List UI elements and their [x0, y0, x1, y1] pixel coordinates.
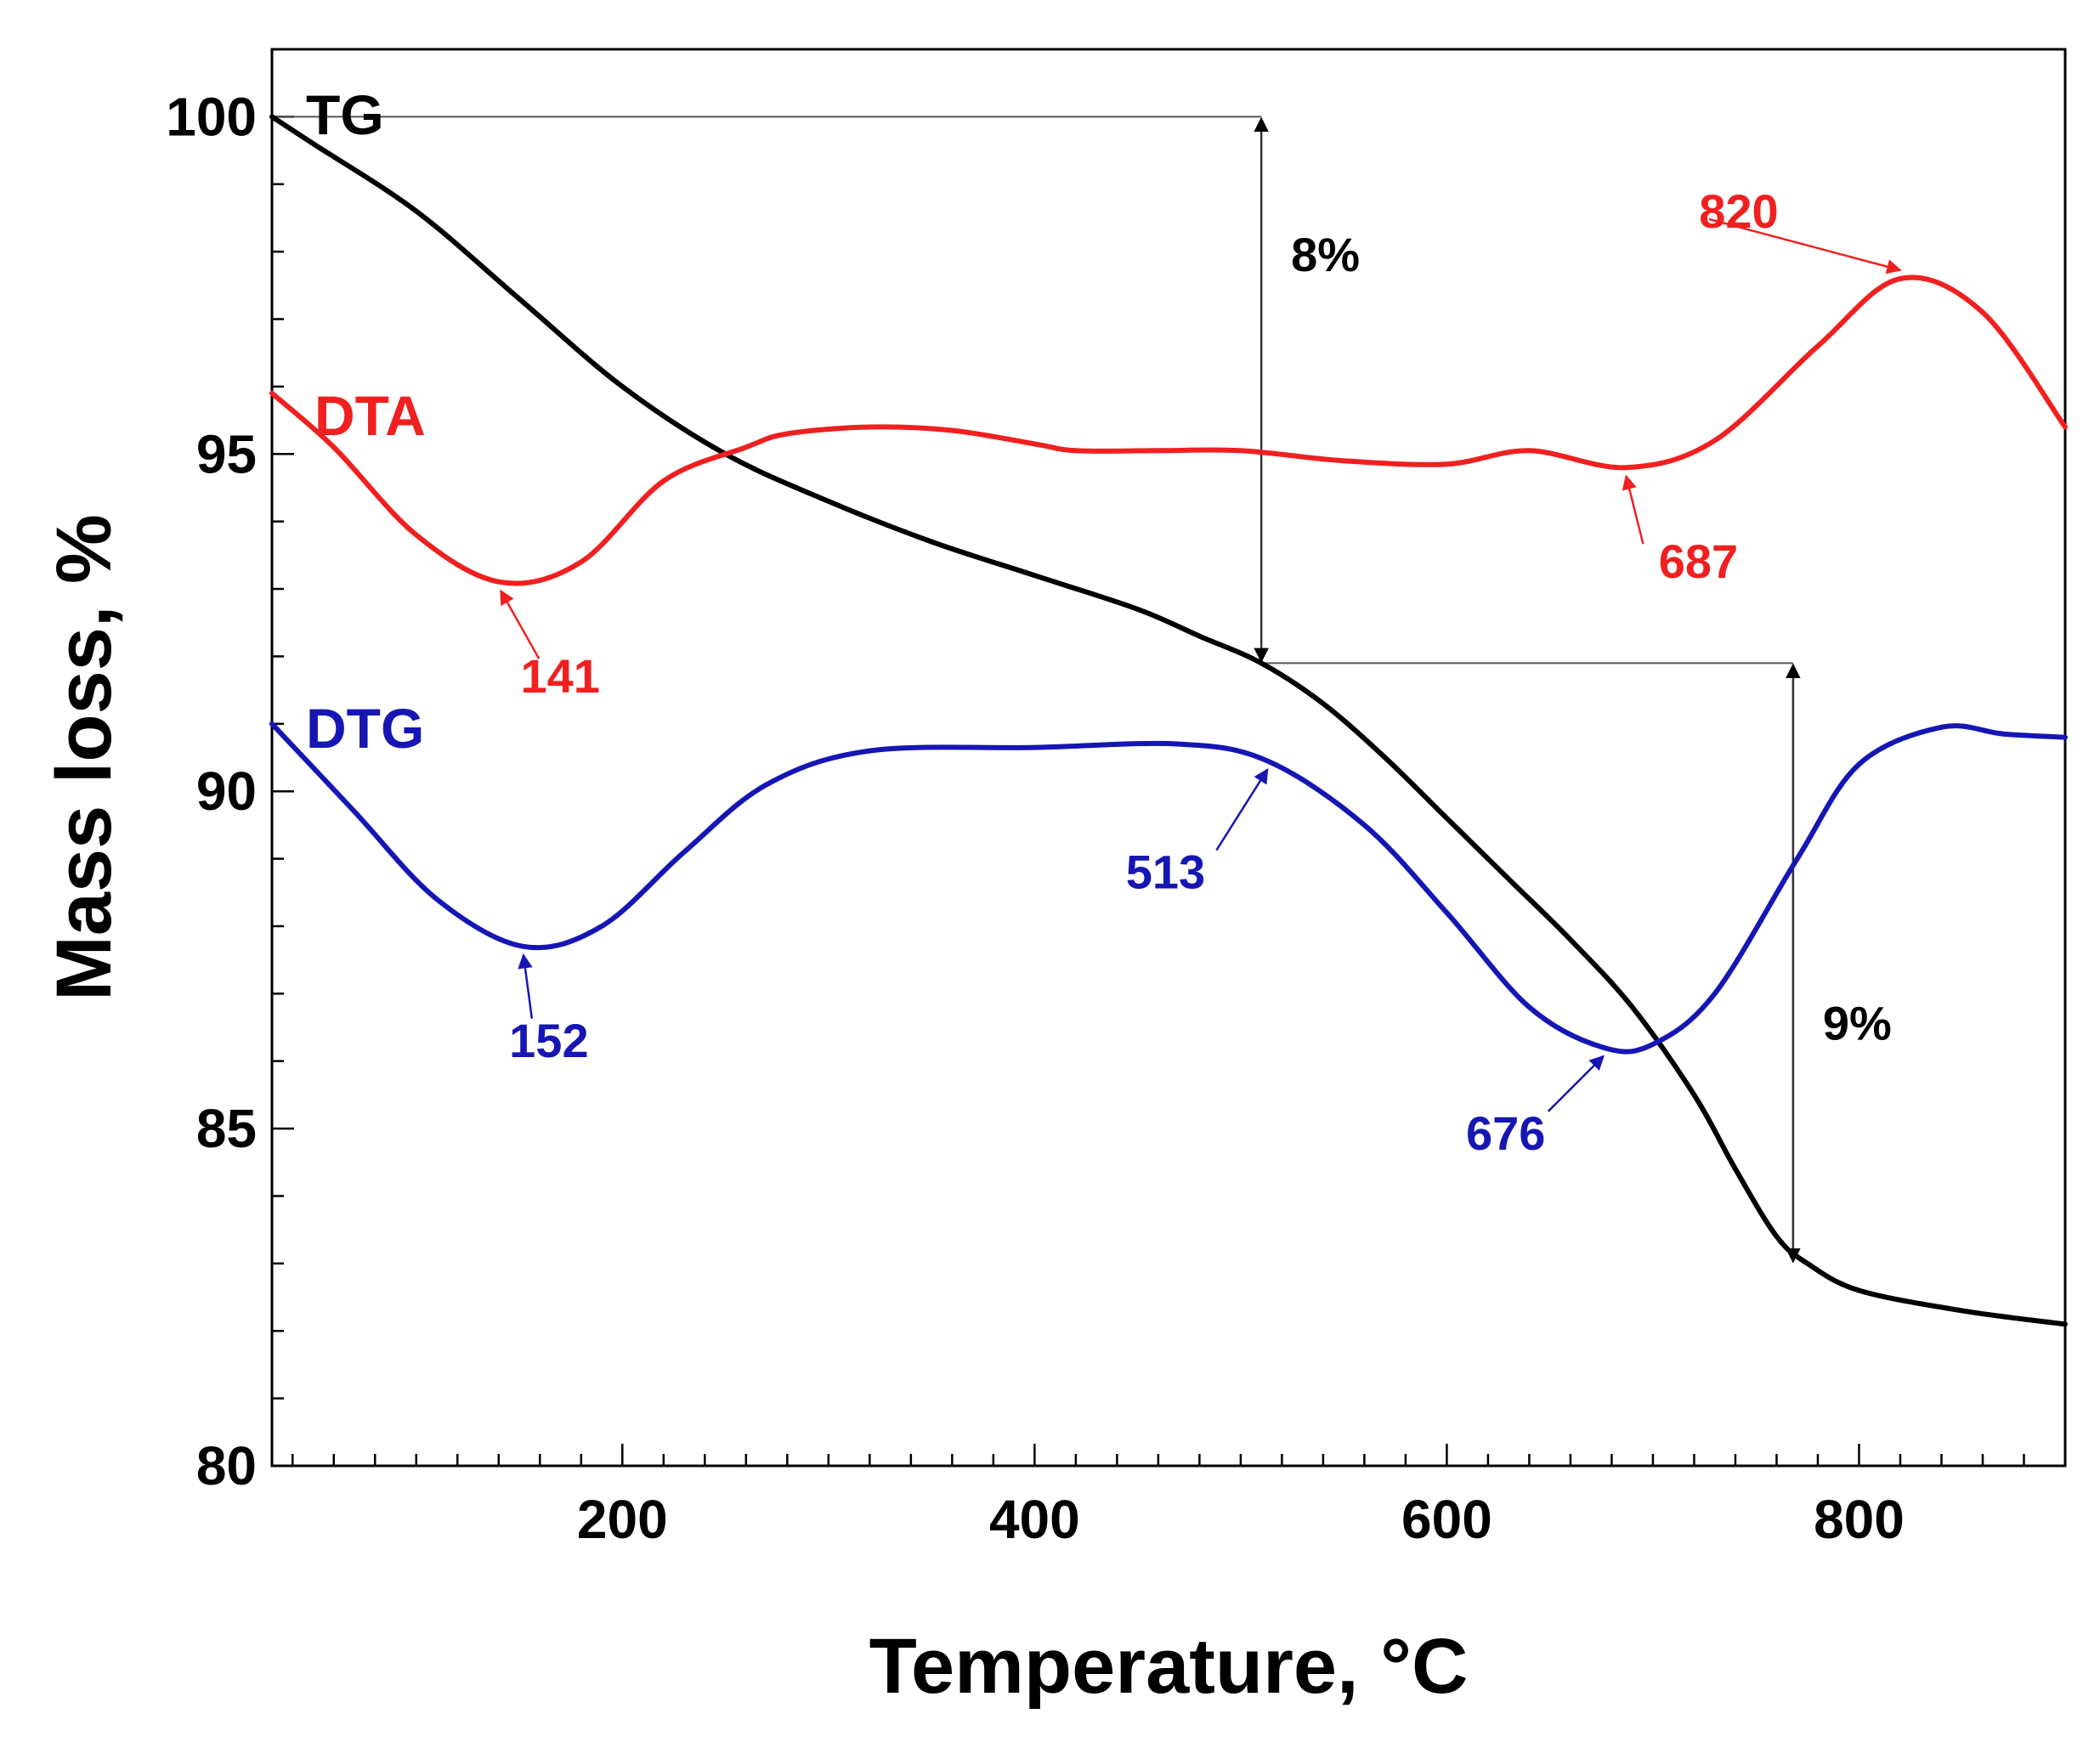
series-line-dtg	[269, 721, 2068, 1055]
y-tick-label: 85	[196, 1098, 257, 1159]
peak-arrow-513	[1215, 767, 1269, 851]
mass-step-label: 8%	[1291, 228, 1360, 281]
x-tick-label: 400	[989, 1489, 1080, 1550]
peak-arrow-141	[500, 589, 541, 659]
peak-label-820: 820	[1699, 184, 1778, 238]
peak-arrow-820	[1708, 218, 1902, 274]
x-tick-label: 800	[1814, 1489, 1905, 1550]
series-label-dta: DTA	[314, 384, 426, 447]
y-axis-title: Mass loss, %	[41, 514, 127, 1001]
peak-label-141: 141	[520, 649, 599, 703]
y-tick-label: 80	[196, 1435, 257, 1496]
mass-step-label: 9%	[1823, 997, 1892, 1050]
peak-arrow-152	[518, 953, 534, 1019]
series-label-tg: TG	[306, 83, 384, 146]
peak-arrow-687	[1622, 474, 1644, 545]
peak-label-687: 687	[1659, 534, 1738, 588]
x-axis-title: Temperature, °C	[869, 1623, 1469, 1710]
peak-label-513: 513	[1126, 845, 1205, 898]
plot-frame	[270, 48, 2067, 1468]
series-line-tg	[269, 114, 2068, 1327]
step-guides-layer	[272, 116, 1801, 1264]
series-line-dta	[269, 274, 2068, 586]
peak-arrow-676	[1547, 1055, 1605, 1112]
series-layer	[269, 114, 2068, 1327]
x-tick-label: 200	[577, 1489, 668, 1550]
labels-layer: 8% 9% TG DTA DTG 820 687 141 152 513 676	[306, 83, 1902, 1160]
y-tick-label: 100	[166, 86, 257, 147]
peak-label-152: 152	[509, 1014, 588, 1067]
y-tick-label: 90	[196, 761, 257, 822]
x-tick-label: 600	[1401, 1489, 1492, 1550]
series-label-dtg: DTG	[306, 697, 424, 760]
peak-label-676: 676	[1466, 1106, 1545, 1160]
axes-layer: 200 400 600 800 80 85 90 95 100 Temperature, °C Ma…	[41, 48, 2067, 1710]
y-tick-label: 95	[196, 423, 257, 484]
